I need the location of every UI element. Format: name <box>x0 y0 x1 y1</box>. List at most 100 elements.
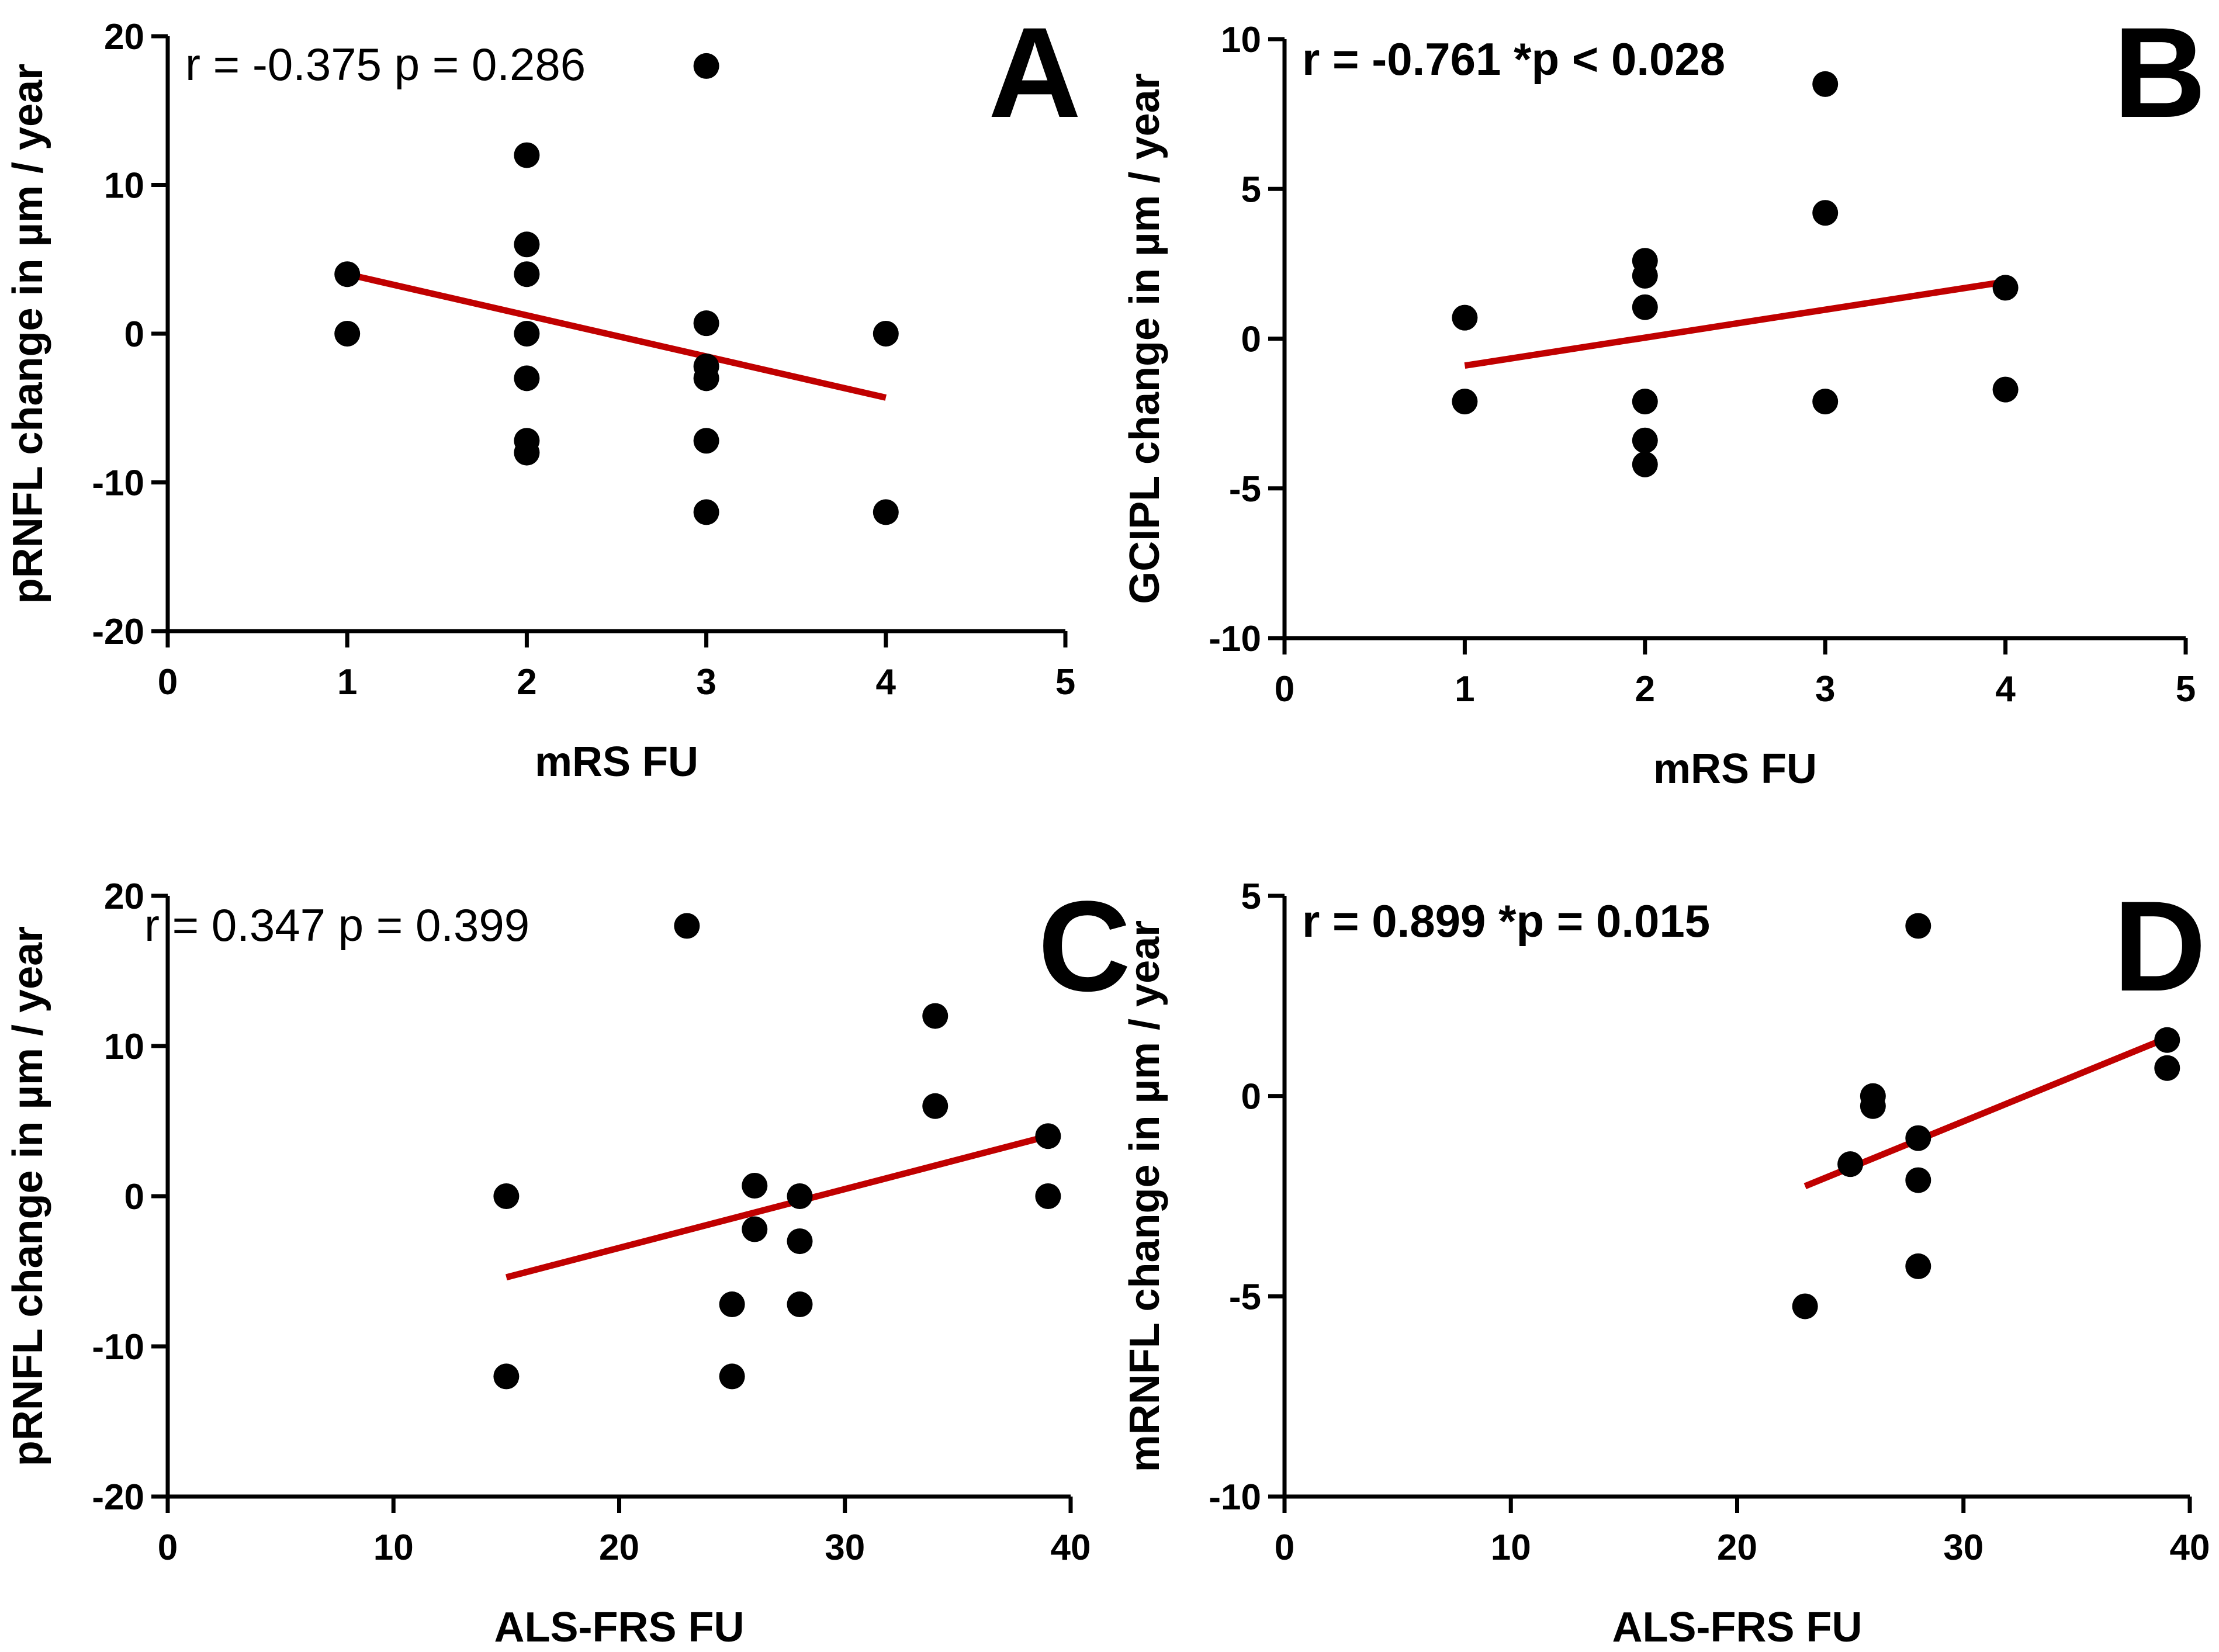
y-tick-label: 20 <box>104 17 144 57</box>
y-tick-label: 5 <box>1241 169 1261 210</box>
data-point <box>1812 389 1839 415</box>
y-tick-label: -5 <box>1229 469 1261 510</box>
data-point <box>787 1183 813 1209</box>
y-tick-label: -20 <box>92 1477 144 1518</box>
panel-b: -10 -5 0 5 10 0 1 2 3 4 5 mRS FU GCIPL change in µm … <box>1121 1 2206 792</box>
data-point <box>1992 376 2019 403</box>
stat-annotation: r = 0.347 p = 0.399 <box>144 899 529 951</box>
data-point <box>1632 427 1658 453</box>
y-tick-label: 0 <box>124 1177 144 1217</box>
data-point <box>693 53 719 79</box>
data-point <box>493 1363 520 1390</box>
data-point <box>1992 275 2019 301</box>
x-tick-label: 2 <box>1635 669 1655 709</box>
y-tick-label: 20 <box>104 877 144 917</box>
data-point <box>334 321 361 347</box>
x-tick-label: 10 <box>1491 1528 1531 1568</box>
data-point <box>334 261 361 288</box>
x-tick-label: 5 <box>2176 669 2196 709</box>
y-axis-title: pRNFL change in µm / year <box>5 926 51 1466</box>
y-axis-title: pRNFL change in µm / year <box>5 64 51 604</box>
data-point <box>514 365 540 392</box>
x-tick-label: 30 <box>825 1528 865 1568</box>
data-point <box>742 1216 768 1242</box>
x-tick-label: 3 <box>1815 669 1835 709</box>
data-point <box>1905 1125 1931 1151</box>
panel-letter: C <box>1038 874 1131 1018</box>
y-tick-label: 10 <box>104 1027 144 1067</box>
data-point <box>514 231 540 258</box>
data-point <box>1905 913 1931 939</box>
x-tick-label: 40 <box>1051 1528 1091 1568</box>
y-tick-label: -10 <box>1209 619 1261 659</box>
data-point <box>1792 1293 1818 1319</box>
data-point <box>693 499 719 525</box>
x-axis-title: ALS-FRS FU <box>1612 1604 1863 1651</box>
stat-annotation: r = -0.375 p = 0.286 <box>185 39 586 90</box>
y-tick-label: -10 <box>92 1327 144 1367</box>
data-point <box>514 261 540 288</box>
x-tick-label: 10 <box>373 1528 414 1568</box>
regression-line <box>346 271 887 401</box>
panel-d: -10 -5 0 5 0 10 20 30 40 ALS-FRS FU mRNFL change i… <box>1121 874 2210 1651</box>
x-tick-label: 0 <box>1275 1528 1294 1568</box>
data-point <box>514 142 540 168</box>
data-point <box>719 1363 745 1390</box>
data-point <box>493 1183 520 1209</box>
y-tick-label: -10 <box>92 463 144 504</box>
data-point <box>1632 389 1658 415</box>
data-point <box>1812 71 1839 97</box>
data-point <box>1035 1123 1061 1149</box>
x-tick-label: 0 <box>158 1528 178 1568</box>
data-point <box>1035 1183 1061 1209</box>
data-point <box>787 1228 813 1255</box>
x-tick-label: 1 <box>1455 669 1474 709</box>
x-tick-label: 2 <box>517 662 536 702</box>
data-point <box>1632 294 1658 320</box>
y-tick-label: -20 <box>92 612 144 652</box>
regression-line <box>1803 1035 2169 1189</box>
y-axis-title: GCIPL change in µm / year <box>1121 73 1168 604</box>
data-point <box>1812 200 1839 226</box>
data-point <box>922 1093 948 1119</box>
y-tick-label: 5 <box>1241 877 1261 917</box>
y-tick-label: -5 <box>1229 1277 1261 1317</box>
x-tick-label: 5 <box>1055 662 1075 702</box>
panel-letter: D <box>2113 874 2206 1018</box>
x-tick-label: 0 <box>158 662 178 702</box>
stat-annotation: r = -0.761 *p < 0.028 <box>1302 33 1725 85</box>
x-tick-label: 30 <box>1943 1528 1983 1568</box>
y-axis-title: mRNFL change in µm / year <box>1121 920 1168 1472</box>
stat-annotation: r = 0.899 *p = 0.015 <box>1302 895 1710 947</box>
x-tick-label: 20 <box>599 1528 639 1568</box>
y-tick-label: 0 <box>124 314 144 355</box>
x-tick-label: 1 <box>337 662 357 702</box>
x-tick-label: 40 <box>2170 1528 2210 1568</box>
data-point <box>873 321 899 347</box>
data-point <box>873 499 899 525</box>
regression-line <box>505 1132 1049 1281</box>
data-point <box>1452 304 1478 331</box>
data-point <box>1452 389 1478 415</box>
data-point <box>693 428 719 454</box>
x-axis-title: mRS FU <box>1653 746 1817 792</box>
data-point <box>693 365 719 392</box>
data-point <box>514 439 540 466</box>
x-tick-label: 20 <box>1717 1528 1757 1568</box>
x-tick-label: 3 <box>696 662 716 702</box>
data-point <box>1905 1253 1931 1279</box>
data-point <box>1632 262 1658 289</box>
data-point <box>1837 1151 1864 1177</box>
x-axis-title: mRS FU <box>535 739 698 785</box>
data-point <box>922 1003 948 1029</box>
data-point <box>1632 451 1658 477</box>
data-point <box>693 310 719 337</box>
panel-letter: B <box>2113 1 2206 144</box>
data-point <box>742 1173 768 1199</box>
data-point <box>514 321 540 347</box>
data-point <box>674 913 700 939</box>
x-axis-title: ALS-FRS FU <box>494 1604 745 1651</box>
y-tick-label: 10 <box>104 166 144 206</box>
y-tick-label: 0 <box>1241 320 1261 360</box>
